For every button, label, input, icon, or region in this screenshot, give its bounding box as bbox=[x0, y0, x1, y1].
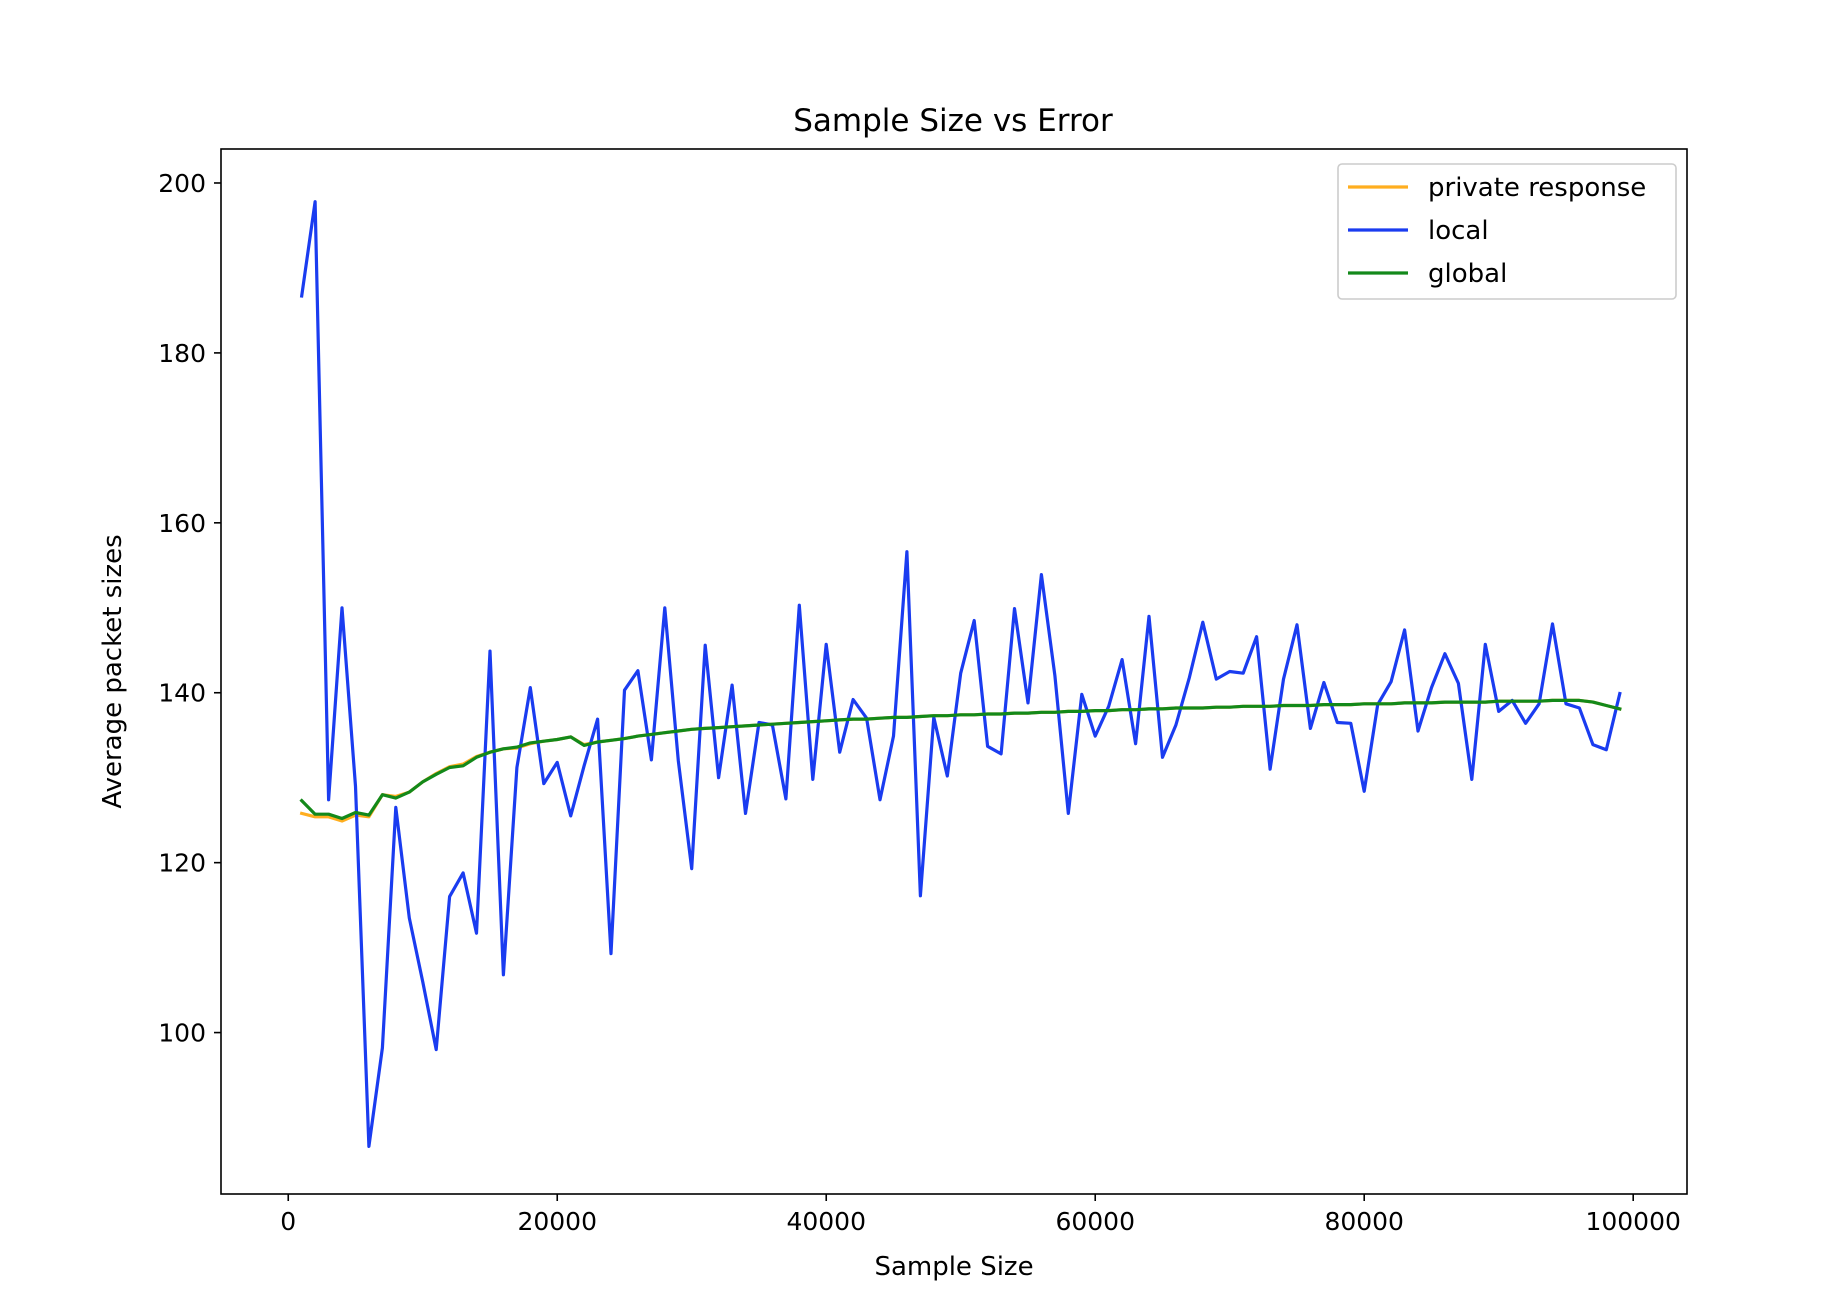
y-tick-label: 200 bbox=[158, 169, 206, 198]
x-tick-label: 0 bbox=[280, 1207, 296, 1236]
legend: private response local global bbox=[1337, 163, 1677, 300]
x-tick-label: 80000 bbox=[1324, 1207, 1404, 1236]
x-tick-label: 60000 bbox=[1055, 1207, 1135, 1236]
y-tick-label: 100 bbox=[158, 1019, 206, 1048]
x-tick-label: 100000 bbox=[1585, 1207, 1680, 1236]
legend-box bbox=[1337, 163, 1677, 300]
x-axis-title: Sample Size bbox=[874, 1252, 1033, 1282]
chart-title: Sample Size vs Error bbox=[793, 103, 1113, 139]
plot-frame bbox=[220, 148, 1688, 1195]
x-tick-label: 20000 bbox=[517, 1207, 597, 1236]
series-line-local bbox=[299, 200, 1622, 1149]
series-layer bbox=[299, 200, 1622, 1149]
y-tick-label: 160 bbox=[158, 509, 206, 538]
series-line-global bbox=[299, 698, 1622, 821]
y-axis-title: Average packet sizes bbox=[98, 534, 128, 808]
y-tick-label: 140 bbox=[158, 679, 206, 708]
legend-label: local bbox=[1428, 216, 1489, 246]
y-tick-label: 180 bbox=[158, 339, 206, 368]
y-tick-label: 120 bbox=[158, 849, 206, 878]
legend-label: private response bbox=[1428, 173, 1646, 203]
legend-label: global bbox=[1428, 259, 1507, 289]
x-tick-label: 40000 bbox=[786, 1207, 866, 1236]
axis-layer: 0 20000 40000 60000 80000 100000 100 120 140 160 1… bbox=[158, 169, 1681, 1236]
